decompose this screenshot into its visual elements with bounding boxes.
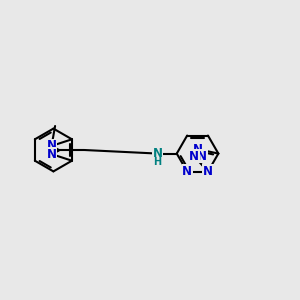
Text: N: N [197, 150, 207, 163]
Text: N: N [182, 165, 192, 178]
Text: N: N [193, 143, 203, 156]
Text: N: N [152, 147, 162, 160]
Text: N: N [189, 150, 199, 163]
Text: N: N [203, 165, 213, 178]
Text: H: H [153, 158, 161, 167]
Text: N: N [46, 148, 57, 160]
Text: N: N [46, 140, 57, 152]
